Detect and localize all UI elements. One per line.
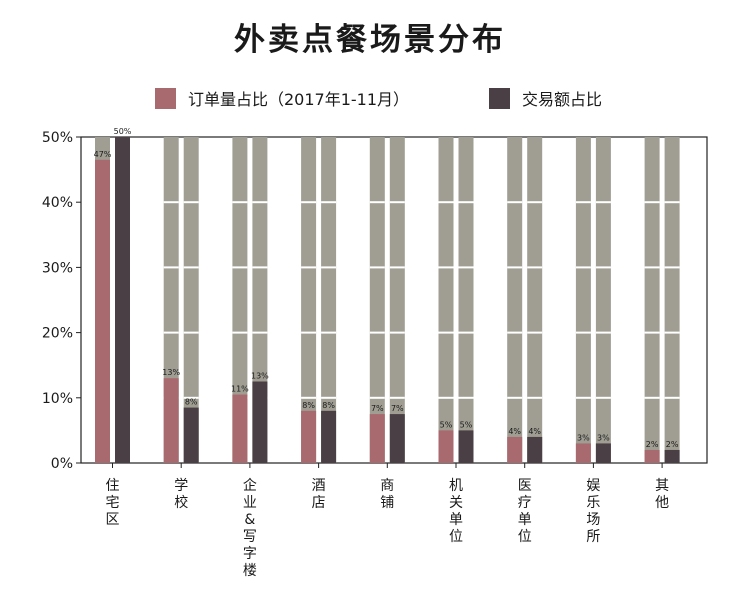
category-label: 商铺 xyxy=(380,478,395,511)
category-label: 住宅区 xyxy=(105,478,120,528)
category-label: 其他 xyxy=(655,478,670,511)
data-label-revenue: 13% xyxy=(251,372,269,381)
category-label: 娱乐场所 xyxy=(586,478,601,545)
bar-orders xyxy=(438,430,454,463)
category-label: 企业&写字楼 xyxy=(242,478,257,579)
category-label: 学校 xyxy=(174,478,189,511)
legend-swatch-revenue xyxy=(489,87,510,109)
data-label-orders: 2% xyxy=(646,440,659,449)
y-tick-label: 40% xyxy=(42,195,73,211)
data-label-orders: 7% xyxy=(371,404,384,413)
bar-orders xyxy=(163,378,179,463)
background-bar xyxy=(438,137,454,463)
bar-orders xyxy=(232,394,248,463)
background-bar xyxy=(507,137,523,463)
data-label-orders: 11% xyxy=(231,385,249,394)
data-label-orders: 8% xyxy=(302,401,315,410)
data-label-revenue: 5% xyxy=(460,420,473,429)
bar-revenue xyxy=(458,430,474,463)
bar-orders xyxy=(369,414,385,463)
bar-revenue xyxy=(595,443,611,463)
background-bar xyxy=(458,137,474,463)
data-label-revenue: 7% xyxy=(391,404,404,413)
bar-revenue xyxy=(664,449,680,463)
bar-orders xyxy=(301,410,317,463)
y-tick-label: 20% xyxy=(42,326,73,342)
category-label: 酒店 xyxy=(311,478,326,511)
background-bar xyxy=(183,137,199,463)
bar-revenue xyxy=(527,436,543,463)
bar-revenue xyxy=(252,381,268,463)
bar-revenue xyxy=(321,410,337,463)
data-label-orders: 13% xyxy=(162,368,180,377)
legend: 订单量占比（2017年1-11月） 交易额占比 xyxy=(0,86,740,110)
data-label-orders: 5% xyxy=(440,420,453,429)
background-bar xyxy=(664,137,680,463)
background-bar xyxy=(595,137,611,463)
bar-revenue xyxy=(115,137,130,463)
background-bar xyxy=(389,137,405,463)
y-tick-label: 0% xyxy=(51,456,73,472)
data-label-revenue: 4% xyxy=(528,427,541,436)
y-tick-label: 50% xyxy=(42,130,73,146)
legend-label-revenue: 交易额占比 xyxy=(522,90,603,109)
background-bar xyxy=(369,137,385,463)
bar-revenue xyxy=(183,407,199,463)
background-bar xyxy=(232,137,248,463)
data-label-revenue: 50% xyxy=(114,127,132,136)
data-label-orders: 47% xyxy=(94,150,112,159)
background-bar xyxy=(575,137,591,463)
data-label-revenue: 8% xyxy=(322,401,335,410)
bar-orders xyxy=(575,443,591,463)
chart-title: 外卖点餐场景分布 xyxy=(234,22,506,58)
bar-orders xyxy=(644,449,660,463)
data-label-revenue: 3% xyxy=(597,433,610,442)
bar-orders xyxy=(507,436,523,463)
background-bar xyxy=(321,137,337,463)
legend-item-orders: 订单量占比（2017年1-11月） xyxy=(155,86,409,110)
data-label-orders: 4% xyxy=(508,427,521,436)
bar-revenue xyxy=(389,414,405,463)
background-bar xyxy=(301,137,317,463)
category-label: 机关单位 xyxy=(449,478,463,545)
legend-swatch-orders xyxy=(155,87,176,109)
data-label-orders: 3% xyxy=(577,433,590,442)
legend-label-orders: 订单量占比（2017年1-11月） xyxy=(188,90,410,109)
background-bar xyxy=(527,137,543,463)
y-tick-label: 30% xyxy=(42,260,73,276)
data-label-revenue: 2% xyxy=(666,440,679,449)
category-label: 医疗单位 xyxy=(517,478,532,545)
legend-item-revenue: 交易额占比 xyxy=(489,86,602,110)
data-label-revenue: 8% xyxy=(185,398,198,407)
background-bar xyxy=(644,137,660,463)
bar-orders xyxy=(95,159,110,463)
y-tick-label: 10% xyxy=(42,391,73,407)
